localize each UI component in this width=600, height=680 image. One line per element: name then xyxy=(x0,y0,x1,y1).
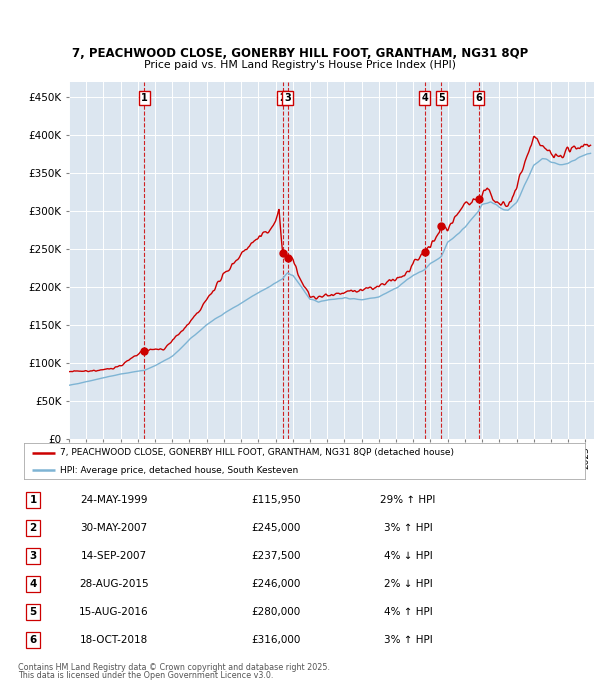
Text: 14-SEP-2007: 14-SEP-2007 xyxy=(81,551,147,561)
Text: Contains HM Land Registry data © Crown copyright and database right 2025.: Contains HM Land Registry data © Crown c… xyxy=(18,663,330,673)
Text: 3% ↑ HPI: 3% ↑ HPI xyxy=(383,523,433,533)
Text: 7, PEACHWOOD CLOSE, GONERBY HILL FOOT, GRANTHAM, NG31 8QP: 7, PEACHWOOD CLOSE, GONERBY HILL FOOT, G… xyxy=(72,47,528,60)
Text: 3: 3 xyxy=(284,93,291,103)
Text: 28-AUG-2015: 28-AUG-2015 xyxy=(79,579,149,589)
Text: 18-OCT-2018: 18-OCT-2018 xyxy=(80,635,148,645)
Text: 3% ↑ HPI: 3% ↑ HPI xyxy=(383,635,433,645)
Text: £237,500: £237,500 xyxy=(251,551,301,561)
Text: 4% ↑ HPI: 4% ↑ HPI xyxy=(383,607,433,617)
Text: 3: 3 xyxy=(29,551,37,561)
Text: 5: 5 xyxy=(438,93,445,103)
Text: £246,000: £246,000 xyxy=(251,579,301,589)
Text: £316,000: £316,000 xyxy=(251,635,301,645)
Text: 4: 4 xyxy=(29,579,37,589)
Text: 4% ↓ HPI: 4% ↓ HPI xyxy=(383,551,433,561)
Text: 2% ↓ HPI: 2% ↓ HPI xyxy=(383,579,433,589)
Text: 30-MAY-2007: 30-MAY-2007 xyxy=(80,523,148,533)
Text: 29% ↑ HPI: 29% ↑ HPI xyxy=(380,495,436,505)
Text: This data is licensed under the Open Government Licence v3.0.: This data is licensed under the Open Gov… xyxy=(18,671,274,680)
Text: 1: 1 xyxy=(29,495,37,505)
Text: 7, PEACHWOOD CLOSE, GONERBY HILL FOOT, GRANTHAM, NG31 8QP (detached house): 7, PEACHWOOD CLOSE, GONERBY HILL FOOT, G… xyxy=(61,448,454,457)
Text: £115,950: £115,950 xyxy=(251,495,301,505)
Text: 2: 2 xyxy=(29,523,37,533)
Text: 15-AUG-2016: 15-AUG-2016 xyxy=(79,607,149,617)
Text: Price paid vs. HM Land Registry's House Price Index (HPI): Price paid vs. HM Land Registry's House … xyxy=(144,61,456,70)
Text: 6: 6 xyxy=(475,93,482,103)
Text: 24-MAY-1999: 24-MAY-1999 xyxy=(80,495,148,505)
Text: 1: 1 xyxy=(141,93,148,103)
Text: 5: 5 xyxy=(29,607,37,617)
Text: 2: 2 xyxy=(279,93,286,103)
Text: HPI: Average price, detached house, South Kesteven: HPI: Average price, detached house, Sout… xyxy=(61,466,299,475)
Text: £280,000: £280,000 xyxy=(251,607,301,617)
Text: £245,000: £245,000 xyxy=(251,523,301,533)
Text: 6: 6 xyxy=(29,635,37,645)
Text: 4: 4 xyxy=(421,93,428,103)
